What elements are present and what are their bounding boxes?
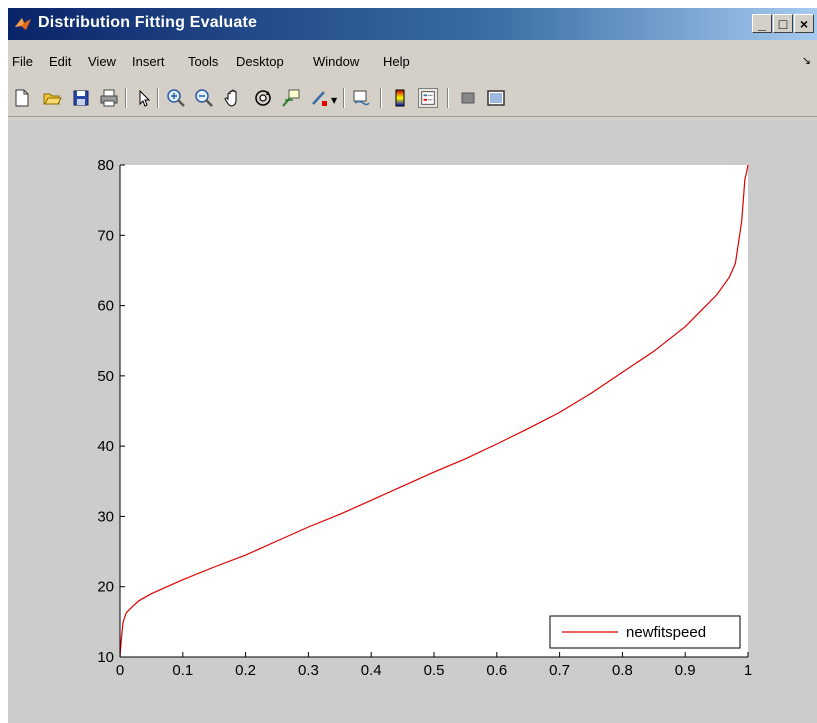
x-tick-label: 0.1 <box>172 662 193 679</box>
menu-help[interactable]: Help <box>383 54 410 69</box>
menu-dock-arrow-icon[interactable]: ↘ <box>801 54 811 67</box>
save-icon[interactable] <box>71 88 91 108</box>
y-tick-label: 40 <box>97 438 114 455</box>
link-plot-icon[interactable] <box>351 88 371 108</box>
menu-insert[interactable]: Insert <box>132 54 165 69</box>
figure-toolbar: ▼ <box>8 80 817 117</box>
y-tick-label: 60 <box>97 298 114 315</box>
x-tick-label: 0.6 <box>486 662 507 679</box>
maximize-button[interactable]: □ <box>773 14 793 33</box>
zoom-in-icon[interactable] <box>166 88 186 108</box>
data-cursor-icon[interactable] <box>281 88 301 108</box>
x-tick-label: 0.7 <box>549 662 570 679</box>
menu-desktop[interactable]: Desktop <box>236 54 284 69</box>
toolbar-separator <box>380 88 382 108</box>
toolbar-separator <box>157 88 159 108</box>
brush-dropdown-icon[interactable]: ▼ <box>331 96 338 105</box>
pointer-icon[interactable] <box>134 88 154 108</box>
x-tick-label: 0.5 <box>424 662 445 679</box>
series-line-newfitspeed[interactable] <box>119 164 749 658</box>
x-tick-label: 0.9 <box>675 662 696 679</box>
menu-view[interactable]: View <box>88 54 116 69</box>
y-tick-label: 50 <box>97 368 114 385</box>
rotate-3d-icon[interactable] <box>253 88 273 108</box>
menu-bar: File Edit View Insert Tools Desktop Wind… <box>8 50 817 72</box>
print-icon[interactable] <box>99 88 119 108</box>
y-tick-label: 10 <box>97 649 114 666</box>
x-tick-label: 0.8 <box>612 662 633 679</box>
x-tick-label: 0.4 <box>361 662 382 679</box>
figure-canvas: 10 20 30 40 50 60 70 80 0 0.1 0.2 0.3 0.4 0.5 0.6 0.7 0.… <box>8 120 817 723</box>
toolbar-separator <box>447 88 449 108</box>
minimize-button[interactable]: _ <box>752 14 772 33</box>
x-tick-label: 0 <box>116 662 124 679</box>
y-tick-label: 70 <box>97 227 114 244</box>
new-file-icon[interactable] <box>12 88 32 108</box>
y-tick-label: 30 <box>97 508 114 525</box>
matlab-app-icon <box>15 18 31 30</box>
figure-window: Distribution Fitting Evaluate _ □ × File… <box>8 8 817 723</box>
brush-icon[interactable] <box>309 88 329 108</box>
menu-edit[interactable]: Edit <box>49 54 72 69</box>
x-tick-label: 1 <box>744 662 752 679</box>
legend-entry-label: newfitspeed <box>626 624 706 641</box>
title-bar[interactable]: Distribution Fitting Evaluate _ □ × <box>8 8 817 40</box>
colorbar-icon[interactable] <box>390 88 410 108</box>
y-tick-label: 80 <box>97 157 114 174</box>
pan-hand-icon[interactable] <box>223 88 243 108</box>
axes-background <box>120 165 748 657</box>
menu-file[interactable]: File <box>12 54 33 69</box>
toolbar-separator <box>343 88 345 108</box>
plot-area[interactable]: 10 20 30 40 50 60 70 80 0 0.1 0.2 0.3 0.4 0.5 0.6 0.7 0.… <box>8 120 817 723</box>
close-button[interactable]: × <box>794 14 814 33</box>
y-tick-label: 20 <box>97 579 114 596</box>
zoom-out-icon[interactable] <box>194 88 214 108</box>
window-title: Distribution Fitting Evaluate <box>38 14 258 31</box>
show-plot-tools-icon[interactable] <box>486 88 506 108</box>
open-folder-icon[interactable] <box>42 88 62 108</box>
x-tick-label: 0.2 <box>235 662 256 679</box>
legend-icon[interactable] <box>418 88 438 108</box>
x-tick-label: 0.3 <box>298 662 319 679</box>
menu-window[interactable]: Window <box>313 54 360 69</box>
menu-tools[interactable]: Tools <box>188 54 219 69</box>
toolbar-separator <box>125 88 127 108</box>
hide-plot-tools-icon[interactable] <box>458 88 478 108</box>
